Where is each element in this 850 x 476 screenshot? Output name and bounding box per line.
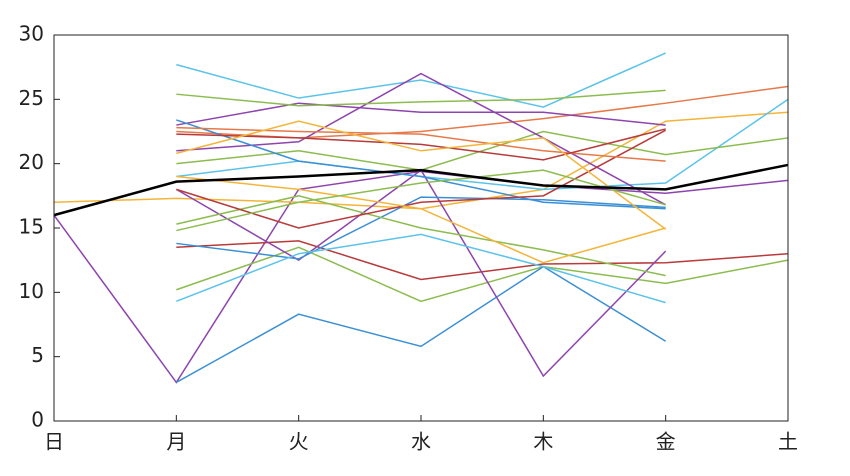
series-line <box>176 52 666 108</box>
x-tick-label: 土 <box>778 430 798 454</box>
x-tick-label: 金 <box>656 430 676 454</box>
series-line <box>176 129 667 229</box>
series-line <box>53 111 789 210</box>
series-line <box>176 246 789 303</box>
y-tick-label: 10 <box>19 279 44 303</box>
y-tick-label: 25 <box>19 86 44 110</box>
series-line <box>176 233 666 304</box>
series-line <box>176 72 667 206</box>
series-line <box>176 130 789 171</box>
y-tick-label: 0 <box>31 408 44 432</box>
series-line <box>176 98 789 191</box>
series-line <box>176 89 666 107</box>
series-line <box>176 126 666 162</box>
x-tick-label: 木 <box>533 430 553 454</box>
x-tick-label: 月 <box>166 430 186 454</box>
plot-frame <box>53 34 789 422</box>
series-line <box>176 169 666 232</box>
series-line <box>53 170 789 384</box>
y-tick-label: 15 <box>19 215 44 239</box>
series-line <box>176 195 666 277</box>
y-tick-label: 30 <box>19 22 44 46</box>
series-line <box>176 196 666 260</box>
x-tick-label: 日 <box>44 430 64 454</box>
series-line <box>176 175 666 264</box>
x-tick-label: 火 <box>289 430 309 454</box>
series-line <box>176 120 667 230</box>
series-line <box>176 128 666 161</box>
series-line <box>176 102 666 126</box>
y-tick-label: 20 <box>19 150 44 174</box>
series-line <box>176 119 666 210</box>
series-line <box>53 163 789 217</box>
x-tick-label: 水 <box>411 430 431 454</box>
series-line <box>175 265 667 384</box>
y-tick-label: 5 <box>31 343 44 367</box>
